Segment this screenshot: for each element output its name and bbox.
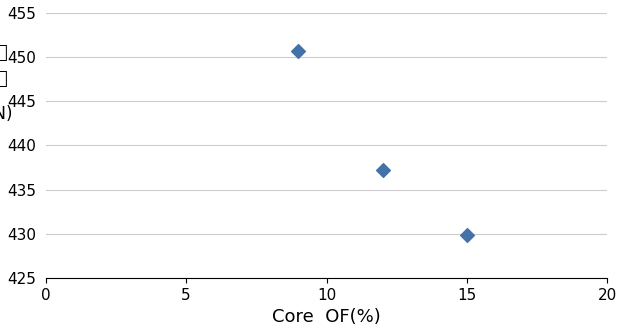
Point <box>462 233 472 238</box>
Text: 도: 도 <box>0 70 7 88</box>
Text: (cN): (cN) <box>0 106 13 124</box>
X-axis label: Core  OF(%): Core OF(%) <box>272 308 381 326</box>
Point <box>378 167 388 173</box>
Point <box>293 48 303 54</box>
Text: 강: 강 <box>0 44 7 62</box>
